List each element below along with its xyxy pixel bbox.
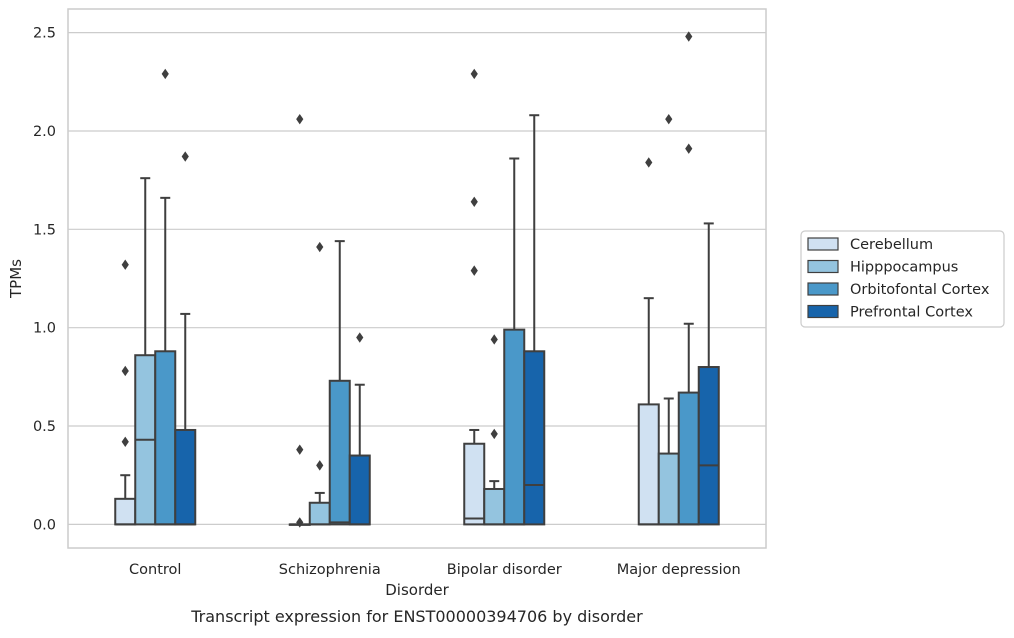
y-axis-ticks: 0.0 0.5 1.0 1.5 2.0 2.5 — [33, 26, 56, 534]
outlier-point — [490, 428, 498, 440]
chart-caption: Transcript expression for ENST0000039470… — [190, 607, 643, 626]
box-major-depression-orbitofontal-cortex — [677, 31, 700, 526]
outlier-point — [645, 157, 653, 168]
x-axis-ticks: Control Schizophrenia Bipolar disorder Majo… — [129, 562, 741, 578]
box-control-prefrontal-cortex — [174, 151, 197, 526]
box-body — [483, 487, 506, 526]
box-body — [677, 391, 700, 526]
box-body — [174, 428, 197, 526]
legend-frame — [800, 230, 1005, 328]
box-control-cerebellum — [114, 259, 137, 526]
box-schizophrenia-prefrontal-cortex — [348, 332, 371, 526]
outlier-point — [470, 265, 478, 276]
plot-frame — [67, 8, 767, 549]
box-body — [348, 454, 371, 526]
legend-label: Orbitofontal Cortex — [850, 282, 990, 298]
box-bipolar-disorder-cerebellum — [463, 68, 486, 526]
box-body — [328, 379, 351, 526]
outlier-point — [490, 334, 498, 345]
outlier-point — [296, 517, 304, 528]
box-bipolar-disorder-hipppocampus — [483, 334, 506, 526]
box-body — [637, 403, 660, 526]
outlier-point — [181, 151, 189, 162]
legend-swatch — [807, 304, 839, 319]
box-body — [114, 497, 137, 526]
outlier-point — [121, 365, 129, 377]
legend-swatch — [807, 237, 839, 251]
outlier-point — [685, 31, 693, 42]
x-tick-label: Bipolar disorder — [447, 562, 562, 578]
outlier-point — [316, 460, 324, 471]
legend-label: Cerebellum — [850, 237, 933, 253]
legend-label: Prefrontal Cortex — [850, 305, 973, 321]
box-control-orbitofontal-cortex — [154, 68, 177, 526]
box-bipolar-disorder-orbitofontal-cortex — [503, 157, 526, 526]
box-body — [503, 328, 526, 526]
y-tick-label: 2.5 — [33, 26, 56, 42]
y-tick-label: 0.0 — [33, 517, 56, 533]
y-tick-label: 0.5 — [33, 419, 56, 435]
legend-swatch — [807, 282, 839, 296]
outlier-point — [161, 68, 169, 80]
box-control-hipppocampus — [134, 177, 157, 526]
box-body — [697, 366, 720, 526]
box-major-depression-cerebellum — [637, 157, 660, 526]
legend: Cerebellum Hipppocampus Orbitofontal Corte… — [800, 230, 1005, 328]
x-tick-label: Control — [129, 562, 181, 578]
box-body — [463, 442, 486, 526]
y-tick-label: 1.0 — [33, 321, 56, 337]
y-axis-title: TPMs — [7, 259, 25, 299]
x-tick-label: Schizophrenia — [279, 562, 381, 578]
box-groups — [114, 31, 720, 528]
box-major-depression-hipppocampus — [657, 113, 680, 526]
outlier-point — [685, 143, 693, 154]
box-body — [308, 501, 331, 526]
x-tick-label: Major depression — [617, 562, 741, 578]
outlier-point — [296, 113, 304, 125]
box-major-depression-prefrontal-cortex — [697, 222, 720, 526]
box-schizophrenia-cerebellum — [288, 113, 311, 528]
box-body — [523, 350, 546, 526]
box-schizophrenia-hipppocampus — [308, 241, 331, 526]
legend-swatch — [807, 259, 839, 274]
box-bipolar-disorder-prefrontal-cortex — [523, 114, 546, 526]
outlier-point — [121, 259, 129, 270]
box-schizophrenia-orbitofontal-cortex — [328, 240, 351, 526]
outlier-point — [121, 436, 129, 447]
outlier-point — [470, 196, 478, 207]
x-axis-title: Disorder — [385, 581, 449, 599]
y-tick-label: 2.0 — [33, 124, 56, 140]
box-body — [154, 350, 177, 526]
outlier-point — [665, 113, 673, 125]
box-body — [657, 452, 680, 526]
outlier-point — [470, 68, 478, 80]
outlier-point — [316, 241, 324, 253]
legend-label: Hipppocampus — [850, 260, 958, 276]
outlier-point — [356, 332, 364, 343]
y-tick-label: 1.5 — [33, 222, 56, 238]
outlier-point — [296, 444, 304, 455]
